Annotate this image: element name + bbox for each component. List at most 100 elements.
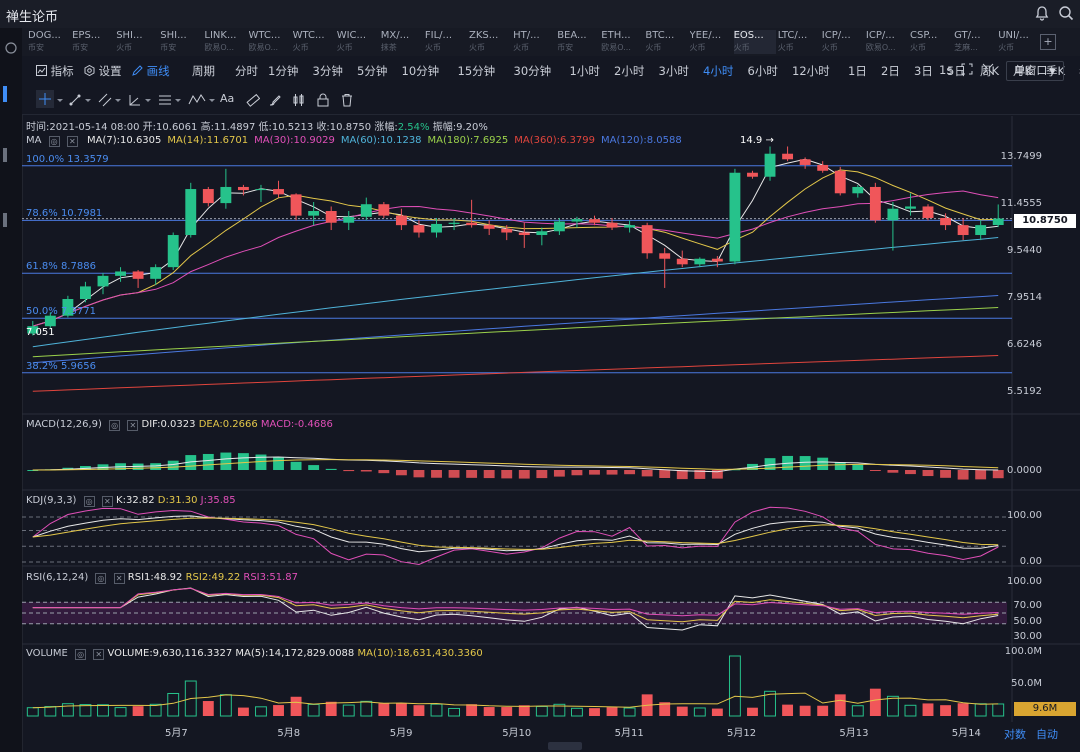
- fib-label-4: 38.2% 5.9656: [26, 360, 96, 372]
- period-8[interactable]: 2小时: [614, 64, 645, 78]
- trend-line-icon[interactable]: [68, 93, 82, 107]
- tab-13[interactable]: ETH... 欧易O...: [601, 30, 631, 52]
- search-icon[interactable]: [1058, 5, 1074, 21]
- tab-18[interactable]: ICP/... 火币: [821, 30, 851, 52]
- tab-16[interactable]: EOS... 火币: [733, 30, 776, 54]
- tab-10[interactable]: ZKS... 火币: [469, 30, 499, 52]
- volume-current-tag: 9.6M: [1014, 702, 1076, 716]
- period-1[interactable]: 1分钟: [268, 64, 299, 78]
- log-scale-button[interactable]: 对数: [1004, 728, 1026, 741]
- candle-body: [694, 258, 706, 265]
- period-13[interactable]: 1日: [848, 64, 867, 78]
- period-14[interactable]: 2日: [881, 64, 900, 78]
- tab-14[interactable]: BTC... 火币: [645, 30, 675, 52]
- wave-icon[interactable]: [188, 93, 206, 107]
- draw-button[interactable]: 画线: [132, 63, 170, 79]
- refresh-interval[interactable]: 1s: [939, 63, 953, 77]
- dropdown-caret-icon-3[interactable]: [114, 93, 128, 107]
- period-11[interactable]: 6小时: [747, 64, 778, 78]
- dropdown-caret-icon-6[interactable]: [208, 93, 222, 107]
- candle-body: [852, 186, 864, 194]
- period-0[interactable]: 分时: [235, 64, 258, 78]
- settings-icon[interactable]: ◎: [83, 496, 95, 507]
- settings-button[interactable]: 设置: [84, 63, 122, 79]
- tab-6[interactable]: WTC... 火币: [292, 30, 325, 52]
- angle-icon[interactable]: [128, 93, 142, 107]
- chart-canvas[interactable]: [22, 116, 1080, 722]
- tab-22[interactable]: UNI/... 火币: [998, 30, 1029, 52]
- macd-bar: [202, 453, 214, 470]
- auto-scale-button[interactable]: 自动: [1036, 728, 1058, 741]
- tab-0[interactable]: DOG... 币安: [28, 30, 61, 52]
- close-icon[interactable]: ✕: [127, 420, 139, 431]
- macd-bar: [869, 470, 881, 471]
- fullscreen-icon[interactable]: [961, 63, 973, 78]
- period-5[interactable]: 15分钟: [457, 64, 496, 78]
- tab-17[interactable]: LTC/... 火币: [777, 30, 808, 52]
- volume-bar: [676, 706, 688, 716]
- rsi3-line: [32, 587, 999, 617]
- period-3[interactable]: 5分钟: [357, 64, 388, 78]
- tab-3[interactable]: SHI... 币安: [160, 30, 187, 52]
- period-2[interactable]: 3分钟: [312, 64, 343, 78]
- dropdown-caret-icon-5[interactable]: [174, 93, 188, 107]
- settings-icon[interactable]: ◎: [95, 573, 107, 584]
- volume-bar: [606, 707, 618, 716]
- lock-icon[interactable]: [316, 93, 330, 107]
- tab-15[interactable]: YEE/... 火币: [689, 30, 722, 52]
- settings-icon[interactable]: ◎: [109, 420, 121, 431]
- candle-body: [782, 153, 794, 160]
- settings-icon[interactable]: ◎: [75, 649, 87, 660]
- tab-12[interactable]: BEA... 币安: [557, 30, 587, 52]
- dropdown-caret-icon[interactable]: [56, 93, 70, 107]
- crosshair-icon[interactable]: [36, 90, 54, 108]
- tab-8[interactable]: MX/... 抹茶: [380, 30, 410, 52]
- tab-7[interactable]: WIC... 火币: [336, 30, 367, 52]
- volume-bar: [728, 655, 741, 717]
- macd-bar: [940, 470, 952, 478]
- dropdown-caret-icon-4[interactable]: [144, 93, 158, 107]
- close-icon[interactable]: ✕: [93, 649, 105, 660]
- scroll-handle[interactable]: [548, 742, 582, 750]
- ma120-line: [32, 295, 999, 364]
- bell-icon[interactable]: [1034, 5, 1050, 21]
- tab-19[interactable]: ICP/... 欧易O...: [865, 30, 896, 52]
- period-9[interactable]: 3小时: [658, 64, 689, 78]
- tab-5[interactable]: WTC... 欧易O...: [248, 30, 281, 52]
- candle-body: [764, 153, 776, 177]
- period-17[interactable]: 周K: [980, 64, 1000, 78]
- settings-icon[interactable]: ◎: [48, 136, 60, 147]
- period-18[interactable]: 月K: [1013, 64, 1033, 78]
- brush-icon[interactable]: [268, 93, 282, 107]
- fib-lines-icon[interactable]: [158, 93, 172, 107]
- period-19[interactable]: 季K: [1046, 64, 1066, 78]
- close-icon[interactable]: ✕: [66, 136, 78, 147]
- tab-1[interactable]: EPS... 币安: [72, 30, 101, 52]
- period-7[interactable]: 1小时: [569, 64, 600, 78]
- tab-2[interactable]: SHI... 火币: [116, 30, 143, 52]
- tab-9[interactable]: FIL/... 火币: [424, 30, 453, 52]
- text-tool-icon[interactable]: Aa: [220, 92, 235, 105]
- ruler-icon[interactable]: [246, 93, 260, 107]
- period-10[interactable]: 4小时: [703, 64, 734, 78]
- trash-icon[interactable]: [340, 93, 354, 107]
- dropdown-caret-icon-2[interactable]: [84, 93, 98, 107]
- candle-tool-icon[interactable]: [292, 93, 306, 107]
- parallel-lines-icon[interactable]: [98, 93, 112, 107]
- period-4[interactable]: 10分钟: [401, 64, 440, 78]
- window-mode-select[interactable]: 单窗口 ▼: [1006, 61, 1064, 81]
- add-tab-button[interactable]: +: [1040, 34, 1056, 50]
- tab-4[interactable]: LINK... 欧易O...: [204, 30, 237, 52]
- expand-icon[interactable]: [982, 63, 994, 78]
- indicator-button[interactable]: 指标: [36, 63, 74, 79]
- period-6[interactable]: 30分钟: [513, 64, 552, 78]
- macd-bar: [834, 462, 846, 470]
- close-icon[interactable]: ✕: [113, 573, 125, 584]
- tab-20[interactable]: CSP... 火币: [910, 30, 938, 52]
- tab-21[interactable]: GT/... 芝麻...: [954, 30, 981, 52]
- period-16[interactable]: 5日: [947, 64, 966, 78]
- tab-11[interactable]: HT/... 火币: [513, 30, 540, 52]
- close-icon[interactable]: ✕: [101, 496, 113, 507]
- period-12[interactable]: 12小时: [792, 64, 830, 78]
- period-15[interactable]: 3日: [914, 64, 933, 78]
